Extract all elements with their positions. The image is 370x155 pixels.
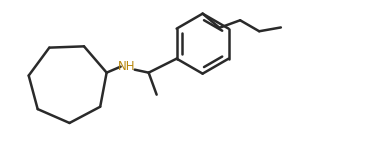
Text: NH: NH [118,60,135,73]
